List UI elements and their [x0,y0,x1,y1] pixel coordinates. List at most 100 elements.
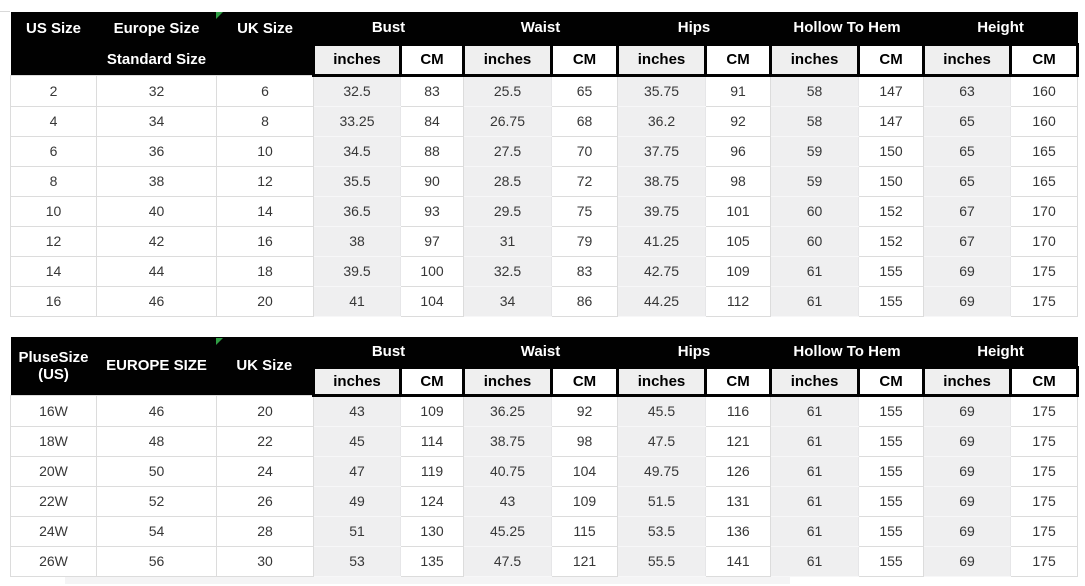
table-cell: 61 [770,515,860,547]
table-cell: 39.75 [617,195,707,227]
table-cell: 39.5 [313,255,401,287]
height-cm-header: CM [1009,365,1080,397]
table-cell: 10 [10,195,97,227]
table-cell: 155 [858,485,925,517]
table-row: 8 38 12 35.5 90 28.5 72 38.75 98 59 150 65 165 [10,165,1079,197]
header-row-units: Standard Size inches CM inches CM inches… [10,42,1080,77]
table-cell: 83 [550,255,619,287]
table-cell: 22 [216,425,314,457]
table-cell: 175 [1010,485,1079,517]
bust-cm-header: CM [399,42,465,77]
table-cell: 14 [216,195,314,227]
table-cell: 175 [1010,255,1079,287]
empty-header-cell [10,44,97,75]
table-cell: 61 [770,455,860,487]
table-cell: 61 [770,285,860,317]
hips-inches-header: inches [616,365,708,397]
table-cell: 31 [463,225,552,257]
table-cell: 90 [400,165,464,197]
table-cell: 67 [923,225,1012,257]
table-cell: 59 [770,165,860,197]
table-cell: 119 [400,455,464,487]
table-cell: 26.75 [463,105,552,137]
table-cell: 44.25 [617,285,707,317]
table-cell: 97 [400,225,464,257]
table-row: 16 46 20 41 104 34 86 44.25 112 61 155 69 175 [10,285,1079,317]
table-cell: 50 [96,455,217,487]
table-cell: 147 [858,105,925,137]
table-cell: 88 [400,135,464,167]
table-cell: 34 [96,105,217,137]
table-cell: 124 [400,485,464,517]
standard-size-table-body: 2 32 6 32.5 83 25.5 65 35.75 91 58 147 63 160 4 34 8 33.… [10,74,1079,317]
table-cell: 104 [400,285,464,317]
table-cell: 16 [216,225,314,257]
table-cell: 20W [10,455,97,487]
table-cell: 93 [400,195,464,227]
table-cell: 165 [1010,165,1079,197]
table-cell: 34 [463,285,552,317]
table-cell: 8 [10,165,97,197]
bust-cm-header: CM [399,365,465,397]
table-cell: 69 [923,394,1012,427]
table-cell: 69 [923,255,1012,287]
table-cell: 45.25 [463,515,552,547]
table-cell: 175 [1010,455,1079,487]
hollow-inches-header: inches [769,365,861,397]
table-cell: 26W [10,545,97,577]
table-cell: 175 [1010,394,1079,427]
table-cell: 34.5 [313,135,401,167]
plus-size-table: PluseSize (US) EUROPE SIZE UK Size Bust … [10,337,1080,577]
table-cell: 47 [313,455,401,487]
plus-size-us-header-line1: PluseSize [18,348,89,366]
bottom-shadow-strip [65,577,790,584]
table-cell: 38 [313,225,401,257]
table-row: 18W 48 22 45 114 38.75 98 47.5 121 61 155 69 175 [10,425,1079,457]
table-cell: 20 [216,394,314,427]
table-cell: 160 [1010,105,1079,137]
plus-size-us-header: PluseSize (US) [10,337,97,395]
europe-size-header: EUROPE SIZE [96,337,217,395]
table-cell: 61 [770,545,860,577]
plus-size-table-body: 16W 46 20 43 109 36.25 92 45.5 116 61 155 69 175 18W 4… [10,394,1079,577]
table-cell: 83 [400,74,464,107]
table-cell: 92 [550,394,619,427]
table-row: 12 42 16 38 97 31 79 41.25 105 60 152 67 170 [10,225,1079,257]
table-cell: 26 [216,485,314,517]
hips-inches-header: inches [616,42,708,77]
header-row-units: inches CM inches CM inches CM inches CM … [11,365,1080,397]
table-cell: 38.75 [617,165,707,197]
table-cell: 8 [216,105,314,137]
table-row: 6 36 10 34.5 88 27.5 70 37.75 96 59 150 65 165 [10,135,1079,167]
table-cell: 75 [550,195,619,227]
table-cell: 69 [923,485,1012,517]
table-row: 16W 46 20 43 109 36.25 92 45.5 116 61 155 69 175 [10,394,1079,427]
gridline-fragment [0,11,10,12]
hollow-cm-header: CM [857,365,926,397]
table-cell: 155 [858,455,925,487]
table-row: 2 32 6 32.5 83 25.5 65 35.75 91 58 147 63 160 [10,74,1079,107]
table-cell: 51 [313,515,401,547]
table-cell: 47.5 [463,545,552,577]
table-cell: 98 [705,165,772,197]
table-cell: 69 [923,285,1012,317]
table-cell: 126 [705,455,772,487]
height-group-header: Height [923,337,1078,367]
waist-group-header: Waist [463,12,618,44]
table-cell: 52 [96,485,217,517]
table-cell: 43 [313,394,401,427]
table-cell: 46 [96,285,217,317]
table-cell: 16W [10,394,97,427]
table-cell: 121 [550,545,619,577]
standard-size-subheader: Standard Size [96,44,217,75]
table-cell: 28.5 [463,165,552,197]
table-cell: 53.5 [617,515,707,547]
header-row-groups: US Size Europe Size UK Size Bust Waist H… [10,12,1078,44]
table-cell: 16 [10,285,97,317]
table-cell: 165 [1010,135,1079,167]
table-cell: 155 [858,394,925,427]
table-cell: 135 [400,545,464,577]
table-cell: 116 [705,394,772,427]
table-cell: 69 [923,515,1012,547]
